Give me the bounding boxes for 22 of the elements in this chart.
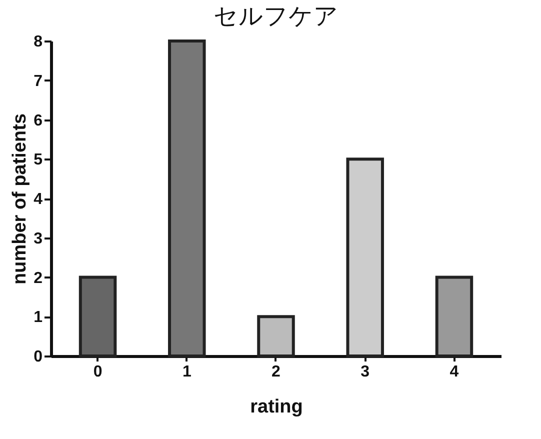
chart-title: セルフケア: [214, 2, 338, 30]
bar: [435, 276, 474, 358]
y-tick-label: 7: [34, 72, 43, 90]
y-tick-label: 0: [34, 348, 43, 366]
x-tick-label: 4: [450, 364, 459, 380]
x-tick-label: 1: [182, 364, 192, 380]
y-axis-title: number of patients: [10, 113, 31, 285]
y-tick-label: 1: [34, 309, 43, 326]
bar: [346, 158, 384, 358]
y-tick-label: 3: [34, 230, 43, 248]
y-tick-label: 8: [34, 34, 43, 50]
x-axis-title: rating: [250, 396, 303, 418]
bar: [257, 315, 295, 358]
y-tick-label: 6: [34, 112, 43, 130]
y-tick-label: 5: [34, 152, 43, 169]
x-tick-label: 0: [93, 364, 102, 380]
y-tick-label: 4: [34, 191, 43, 208]
y-tick-label: 2: [34, 270, 43, 287]
bar: [78, 276, 117, 358]
x-tick-label: 2: [272, 364, 281, 380]
x-tick-label: 3: [360, 364, 370, 380]
bar: [168, 40, 206, 358]
